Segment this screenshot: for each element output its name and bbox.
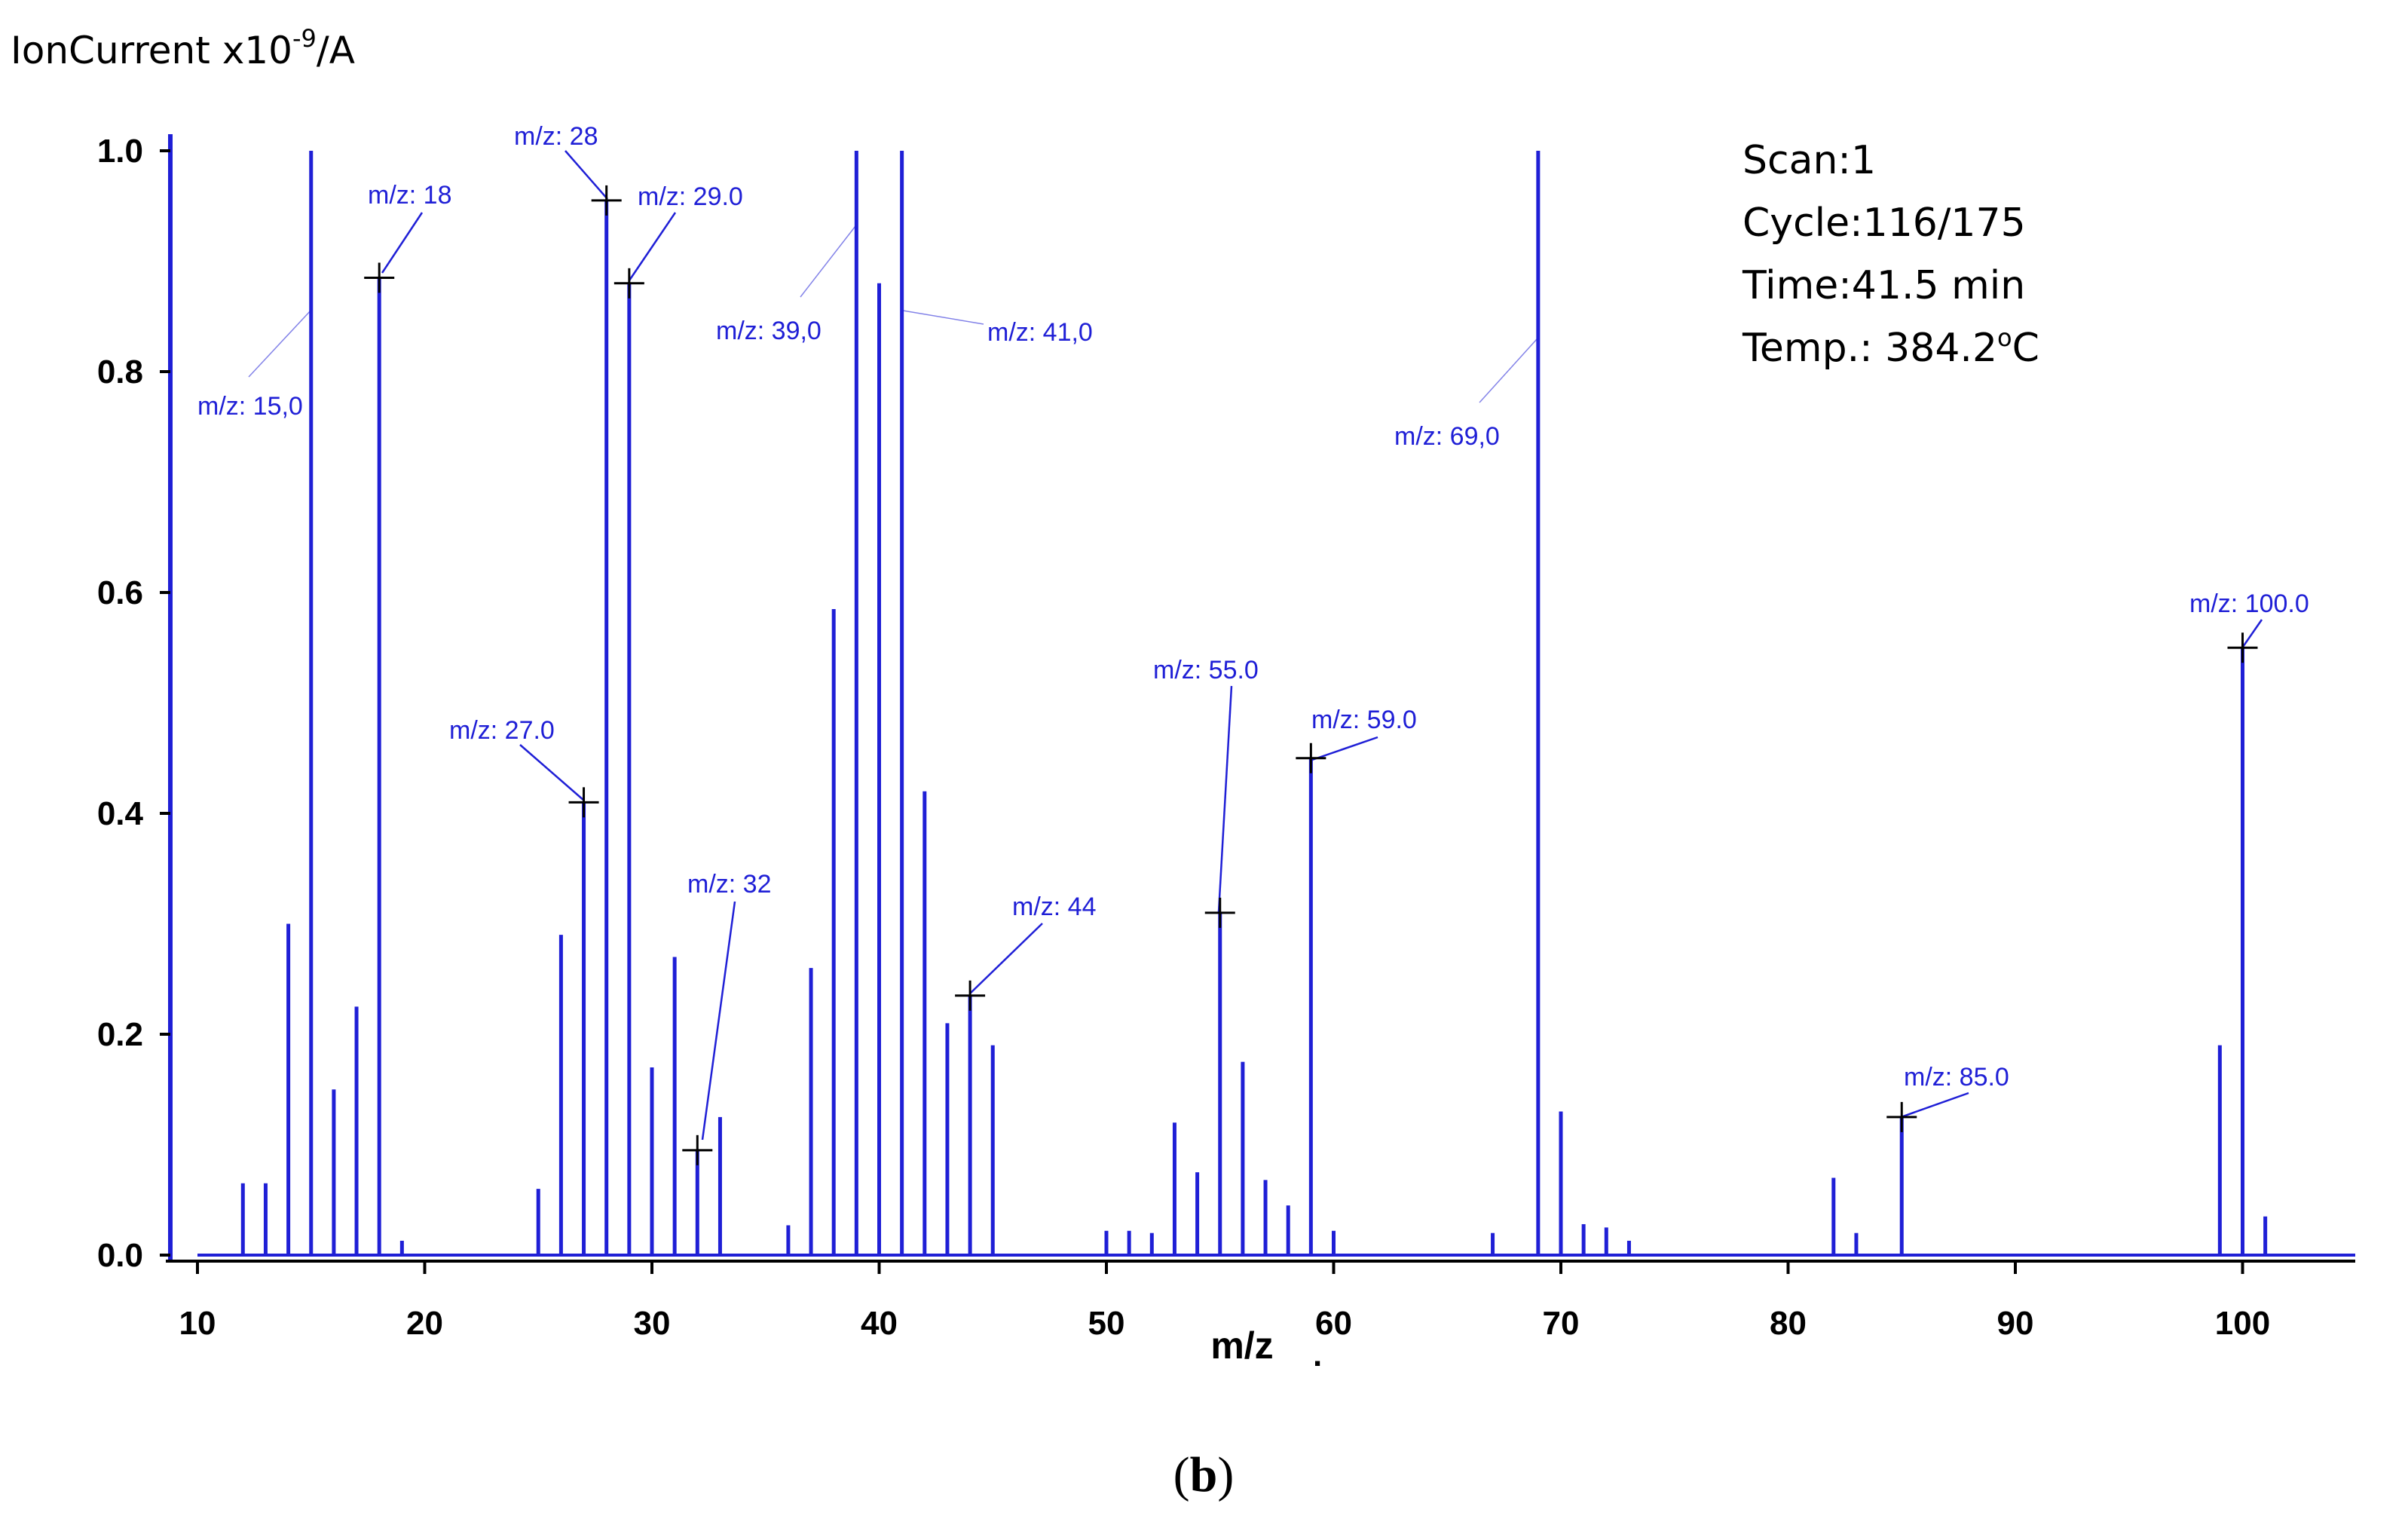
peak-label-mz-18: m/z: 18	[368, 181, 451, 210]
panel-label: (b)	[1173, 1447, 1235, 1502]
info-scan: Scan:1	[1743, 138, 1876, 183]
info-temp: Temp.: 384.2oC	[1742, 323, 2039, 371]
panel-label-open: (	[1173, 1447, 1190, 1502]
annotation-leader-mz-41	[902, 310, 984, 325]
peak-label-mz-85: m/z: 85.0	[1904, 1063, 2009, 1092]
x-tick-label: 50	[1088, 1305, 1125, 1342]
peak-label-mz-27: m/z: 27.0	[449, 716, 555, 745]
y-tick-label: 0.0	[97, 1237, 143, 1274]
peak-label-mz-55: m/z: 55.0	[1153, 656, 1259, 684]
y-tick-label: 0.4	[97, 795, 144, 832]
scan-info-box: Scan:1 Cycle:116/175 Time:41.5 min Temp.…	[1742, 138, 2039, 371]
x-tick-label: 30	[634, 1305, 671, 1342]
y-tick-label: 1.0	[97, 133, 143, 170]
stray-mark: .	[1313, 1337, 1322, 1373]
x-tick-label: 20	[406, 1305, 443, 1342]
annotation-leader-mz-18	[381, 212, 424, 274]
y-axis-title: IonCurrent x10-9/A	[11, 24, 355, 72]
y-axis-title-base: IonCurrent x10	[11, 29, 292, 72]
peak-label-mz-32: m/z: 32	[687, 870, 771, 899]
annotation-leader-mz-28	[565, 150, 608, 200]
x-tick-label: 60	[1315, 1305, 1352, 1342]
y-tick-label: 0.6	[97, 574, 143, 611]
info-temp-degree: o	[1997, 323, 2012, 352]
peak-label-mz-15: m/z: 15,0	[197, 392, 303, 421]
info-time: Time:41.5 min	[1742, 263, 2025, 308]
x-tick-label: 100	[2215, 1305, 2270, 1342]
annotation-leader-mz-85	[1900, 1092, 1969, 1119]
annotation-leader-mz-44	[969, 923, 1043, 994]
x-tick-label: 40	[861, 1305, 898, 1342]
annotation-leader-mz-29	[628, 212, 677, 281]
annotation-leader-mz-27	[519, 744, 585, 801]
peak-label-mz-28: m/z: 28	[514, 122, 598, 151]
peak-label-mz-41: m/z: 41,0	[987, 318, 1093, 347]
spectrum-peaks	[240, 151, 2268, 1255]
info-cycle: Cycle:116/175	[1743, 201, 2026, 246]
y-axis-title-unit: /A	[317, 29, 355, 72]
annotation-leader-mz-55	[1217, 685, 1233, 913]
x-tick-label: 80	[1770, 1305, 1807, 1342]
annotation-leader-mz-59	[1311, 736, 1378, 761]
annotation-leader-mz-39	[800, 225, 856, 298]
annotation-leader-mz-69	[1479, 338, 1538, 403]
peak-label-mz-100: m/z: 100.0	[2189, 589, 2309, 618]
peak-label-mz-59: m/z: 59.0	[1311, 706, 1417, 734]
peak-annotations: m/z: 15,0 m/z: 18 m/z: 27.0 m/z: 28 m/z: 29.…	[197, 122, 2309, 1165]
x-tick-label: 10	[179, 1305, 216, 1342]
x-tick-label: 90	[1997, 1305, 2034, 1342]
annotation-leader-mz-100	[2241, 619, 2263, 648]
y-axis-title-exponent: -9	[292, 24, 317, 53]
peak-label-mz-44: m/z: 44	[1012, 893, 1096, 921]
annotation-leader-mz-32	[701, 901, 736, 1141]
x-tick-label: 70	[1543, 1305, 1580, 1342]
y-tick-label: 0.2	[97, 1016, 143, 1053]
x-axis-title: m/z	[1210, 1324, 1273, 1367]
x-axis-ticks: 10 20 30 40 50 60 70 80 90 100	[179, 1261, 2270, 1342]
peak-label-mz-39: m/z: 39,0	[716, 317, 822, 345]
annotation-leader-mz-15	[248, 308, 313, 378]
y-axis-ticks: 0.0 0.2 0.4 0.6 0.8 1.0	[97, 133, 170, 1274]
peak-label-mz-29: m/z: 29.0	[638, 182, 743, 211]
peak-label-mz-69: m/z: 69,0	[1394, 422, 1500, 451]
info-temp-value: Temp.: 384.2	[1742, 326, 1997, 371]
panel-label-close: )	[1217, 1447, 1234, 1502]
y-tick-label: 0.8	[97, 354, 143, 390]
info-temp-unit: C	[2012, 326, 2039, 371]
panel-label-letter: b	[1190, 1447, 1218, 1502]
